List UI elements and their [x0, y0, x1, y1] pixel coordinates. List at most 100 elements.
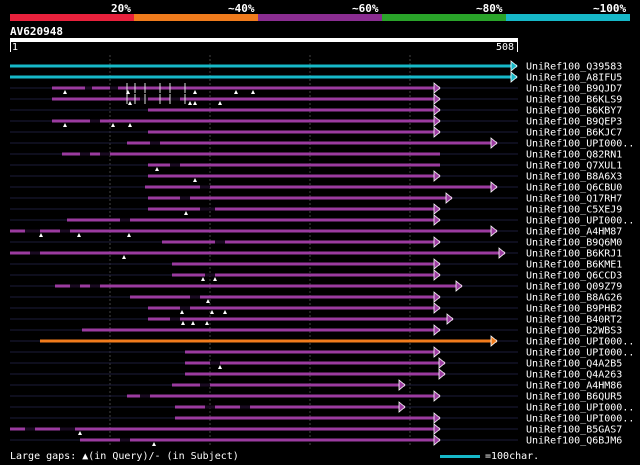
- hit-label[interactable]: UniRef100_B8AG26: [526, 293, 622, 304]
- hit-label[interactable]: UniRef100_B40RT2: [526, 315, 622, 326]
- hit-row[interactable]: UniRef100_UPI000..: [10, 137, 634, 150]
- hit-row[interactable]: UniRef100_B8AG26: [10, 291, 622, 304]
- hit-bar[interactable]: [148, 306, 440, 310]
- hit-bar[interactable]: [80, 438, 440, 442]
- hit-label[interactable]: UniRef100_A4HM87: [526, 227, 622, 238]
- hit-label[interactable]: UniRef100_A4HM86: [526, 381, 622, 392]
- hit-bar[interactable]: [185, 372, 445, 376]
- hit-row[interactable]: UniRef100_B40RT2: [10, 313, 622, 326]
- hit-bar[interactable]: [172, 273, 440, 277]
- hit-row[interactable]: UniRef100_Q4A2B5: [10, 357, 622, 370]
- hit-bar[interactable]: [145, 185, 497, 189]
- hit-label[interactable]: UniRef100_B9QJD7: [526, 84, 622, 95]
- hit-label[interactable]: UniRef100_Q09Z79: [526, 282, 622, 293]
- hit-label[interactable]: UniRef100_Q4A263: [526, 370, 622, 381]
- hit-row[interactable]: UniRef100_B6QUR5: [10, 390, 622, 403]
- hit-label[interactable]: UniRef100_UPI000..: [526, 403, 634, 414]
- hit-label[interactable]: UniRef100_B9QEP3: [526, 117, 622, 128]
- hit-row[interactable]: UniRef100_B6KLS9: [10, 93, 622, 106]
- hit-bar[interactable]: [175, 416, 440, 420]
- hit-row[interactable]: UniRef100_B6KBY7: [10, 104, 622, 117]
- hit-label[interactable]: UniRef100_B8A6X3: [526, 172, 622, 183]
- hit-bar[interactable]: [67, 218, 440, 222]
- hit-row[interactable]: UniRef100_B5GAS7: [10, 423, 622, 436]
- hit-label[interactable]: UniRef100_Q4A2B5: [526, 359, 622, 370]
- hit-bar[interactable]: [148, 130, 440, 134]
- hit-row[interactable]: UniRef100_Q7XUL1: [10, 161, 622, 172]
- hit-label[interactable]: UniRef100_B5GAS7: [526, 425, 622, 436]
- hit-label[interactable]: UniRef100_UPI000..: [526, 337, 634, 348]
- hit-row[interactable]: UniRef100_C5XEJ9: [10, 203, 622, 216]
- hit-label[interactable]: UniRef100_B6KBY7: [526, 106, 622, 117]
- hit-label[interactable]: UniRef100_B2WBS3: [526, 326, 622, 337]
- hit-bar[interactable]: [52, 97, 440, 101]
- hit-label[interactable]: UniRef100_Q39583: [526, 62, 622, 73]
- hit-label[interactable]: UniRef100_A8IFU5: [526, 73, 622, 84]
- hit-label[interactable]: UniRef100_B9Q6M0: [526, 238, 622, 249]
- hit-row[interactable]: UniRef100_B9PHB2: [10, 302, 622, 315]
- hit-bar[interactable]: [162, 240, 440, 244]
- hit-label[interactable]: UniRef100_C5XEJ9: [526, 205, 622, 216]
- hit-bar[interactable]: [148, 317, 453, 321]
- hit-label[interactable]: UniRef100_B6KLS9: [526, 95, 622, 106]
- hit-row[interactable]: UniRef100_UPI000..: [10, 214, 634, 227]
- hit-row[interactable]: UniRef100_Q09Z79: [10, 280, 622, 293]
- hit-bar[interactable]: [148, 196, 452, 200]
- hit-row[interactable]: UniRef100_UPI000..: [10, 412, 634, 425]
- hit-bar[interactable]: [148, 207, 440, 211]
- hit-row[interactable]: UniRef100_B2WBS3: [10, 324, 622, 337]
- hit-bar[interactable]: [10, 427, 440, 431]
- hit-bar[interactable]: [175, 405, 405, 409]
- hit-label[interactable]: UniRef100_UPI000..: [526, 216, 634, 227]
- hit-bar[interactable]: [82, 328, 440, 332]
- hit-label[interactable]: UniRef100_B9PHB2: [526, 304, 622, 315]
- hit-label[interactable]: UniRef100_Q6CCD3: [526, 271, 622, 282]
- hit-bar[interactable]: [52, 86, 440, 90]
- hit-row[interactable]: UniRef100_B9QEP3: [10, 115, 622, 128]
- hit-bar[interactable]: [10, 64, 517, 68]
- hit-bar[interactable]: [127, 394, 440, 398]
- hit-label[interactable]: UniRef100_Q82RN1: [526, 150, 622, 161]
- hit-bar[interactable]: [172, 383, 405, 387]
- hit-row[interactable]: UniRef100_A4HM87: [10, 225, 622, 238]
- hit-label[interactable]: UniRef100_Q17RH7: [526, 194, 622, 205]
- hit-row[interactable]: UniRef100_A4HM86: [10, 379, 622, 392]
- hit-bar[interactable]: [172, 262, 440, 266]
- hit-bar[interactable]: [148, 174, 440, 178]
- hit-bar[interactable]: [62, 152, 440, 156]
- hit-label[interactable]: UniRef100_B6KRJ1: [526, 249, 622, 260]
- hit-label[interactable]: UniRef100_B6KJC7: [526, 128, 622, 139]
- hit-label[interactable]: UniRef100_B6QUR5: [526, 392, 622, 403]
- hit-row[interactable]: UniRef100_Q17RH7: [10, 192, 622, 205]
- hit-row[interactable]: UniRef100_Q39583: [10, 60, 622, 73]
- hit-row[interactable]: UniRef100_Q6CCD3: [10, 269, 622, 282]
- hit-bar[interactable]: [55, 284, 462, 288]
- hit-label[interactable]: UniRef100_Q7XUL1: [526, 161, 622, 172]
- hit-row[interactable]: UniRef100_UPI000..: [10, 346, 634, 359]
- hit-row[interactable]: UniRef100_Q6CBU0: [10, 181, 622, 194]
- hit-row[interactable]: UniRef100_Q6BJM6: [10, 434, 622, 447]
- hit-bar[interactable]: [10, 251, 505, 255]
- hit-row[interactable]: UniRef100_UPI000..: [10, 335, 634, 348]
- hit-row[interactable]: UniRef100_B8A6X3: [10, 170, 622, 183]
- hit-bar[interactable]: [10, 229, 497, 233]
- hit-row[interactable]: UniRef100_A8IFU5: [10, 71, 622, 84]
- hit-row[interactable]: UniRef100_Q4A263: [10, 368, 622, 381]
- hit-bar[interactable]: [148, 108, 440, 112]
- hit-row[interactable]: UniRef100_B9QJD7: [10, 82, 622, 95]
- hit-label[interactable]: UniRef100_Q6BJM6: [526, 436, 622, 447]
- hit-row[interactable]: UniRef100_UPI000..: [10, 401, 634, 414]
- hit-row[interactable]: UniRef100_B9Q6M0: [10, 236, 622, 249]
- hit-bar[interactable]: [40, 339, 497, 343]
- hit-bar[interactable]: [10, 75, 517, 79]
- hit-row[interactable]: UniRef100_B6KRJ1: [10, 247, 622, 260]
- hit-row[interactable]: UniRef100_B6KJC7: [10, 126, 622, 139]
- hit-label[interactable]: UniRef100_UPI000..: [526, 348, 634, 359]
- hit-label[interactable]: UniRef100_Q6CBU0: [526, 183, 622, 194]
- hit-bar[interactable]: [185, 361, 445, 365]
- hit-row[interactable]: UniRef100_B6KME1: [10, 258, 622, 271]
- hit-label[interactable]: UniRef100_B6KME1: [526, 260, 622, 271]
- hit-row[interactable]: UniRef100_Q82RN1: [10, 150, 622, 161]
- hit-bar[interactable]: [185, 350, 440, 354]
- hit-bar[interactable]: [148, 163, 440, 167]
